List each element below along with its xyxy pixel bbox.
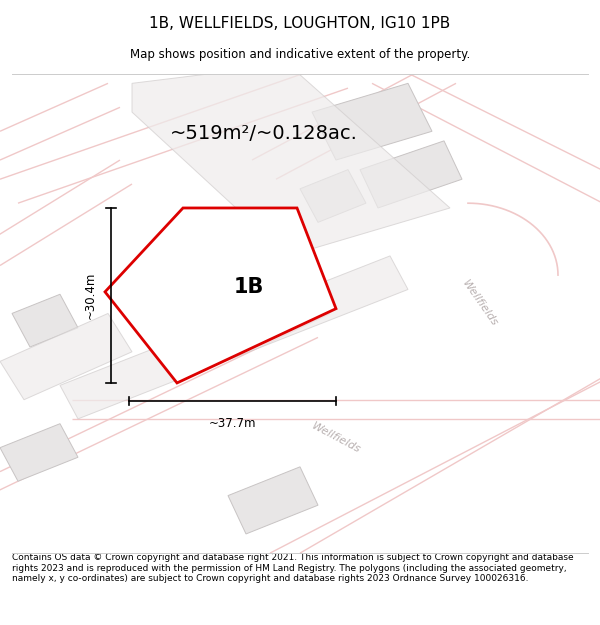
Text: ~519m²/~0.128ac.: ~519m²/~0.128ac.	[170, 124, 358, 143]
Text: Contains OS data © Crown copyright and database right 2021. This information is : Contains OS data © Crown copyright and d…	[12, 553, 574, 583]
Polygon shape	[300, 169, 366, 222]
Polygon shape	[12, 294, 78, 347]
Text: Map shows position and indicative extent of the property.: Map shows position and indicative extent…	[130, 48, 470, 61]
Text: Wellfields: Wellfields	[460, 279, 500, 329]
Text: 1B: 1B	[234, 277, 264, 297]
Polygon shape	[0, 314, 132, 400]
Polygon shape	[105, 208, 336, 383]
Text: ~30.4m: ~30.4m	[83, 272, 97, 319]
Text: ~37.7m: ~37.7m	[209, 418, 256, 430]
Text: 1B, WELLFIELDS, LOUGHTON, IG10 1PB: 1B, WELLFIELDS, LOUGHTON, IG10 1PB	[149, 16, 451, 31]
Polygon shape	[60, 256, 408, 419]
Polygon shape	[360, 141, 462, 208]
Polygon shape	[312, 83, 432, 160]
Polygon shape	[0, 424, 78, 481]
Polygon shape	[228, 467, 318, 534]
Polygon shape	[132, 64, 450, 256]
Text: Wellfields: Wellfields	[310, 421, 362, 455]
